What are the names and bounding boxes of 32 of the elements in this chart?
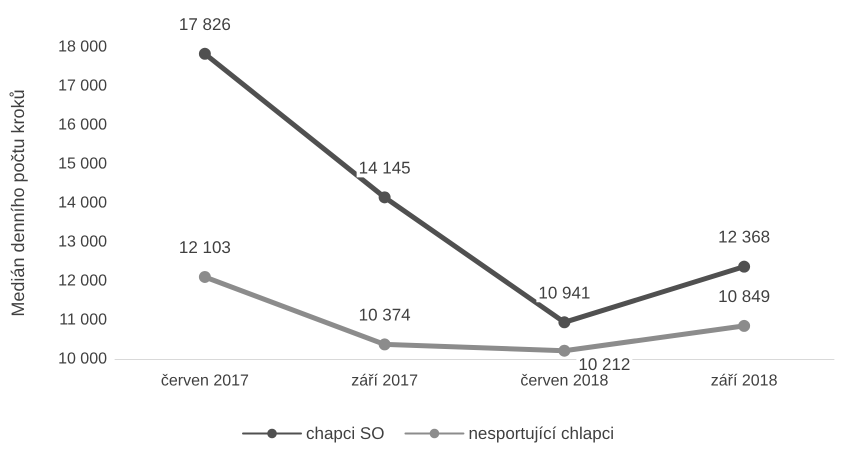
point xyxy=(198,270,211,283)
x-tick-label: červen 2017 xyxy=(160,372,250,390)
x-tick-label: září 2017 xyxy=(351,372,418,390)
data-label: 12 103 xyxy=(178,238,231,257)
y-axis-title: Medián denního počtu kroků xyxy=(8,89,28,317)
point xyxy=(198,48,211,60)
data-label: 17 826 xyxy=(178,14,231,34)
point xyxy=(378,191,391,204)
legend-label: nesportující chlapci xyxy=(468,424,614,443)
point xyxy=(558,316,570,328)
data-label: 10 849 xyxy=(718,286,770,306)
y-tick-label: 15 000 xyxy=(58,156,108,172)
y-tick-label: 14 000 xyxy=(58,194,108,212)
data-label: 14 145 xyxy=(358,158,411,178)
point xyxy=(378,338,391,350)
x-tick-label: září 2018 xyxy=(710,372,778,390)
data-label: 10 374 xyxy=(358,305,411,324)
y-tick-label: 10 000 xyxy=(58,350,108,368)
legend-label: chapci SO xyxy=(306,424,384,443)
data-label: 12 368 xyxy=(718,228,770,247)
point xyxy=(738,260,750,273)
data-label: 10 941 xyxy=(538,283,590,302)
y-tick-label: 18 000 xyxy=(58,38,108,56)
y-tick-label: 12 000 xyxy=(58,272,108,290)
data-label: 10 212 xyxy=(578,355,630,374)
y-tick-label: 17 000 xyxy=(58,78,108,94)
point xyxy=(558,344,570,357)
y-tick-label: 11 000 xyxy=(59,312,108,328)
point xyxy=(738,320,750,332)
y-tick-label: 16 000 xyxy=(58,116,108,134)
y-tick-label: 13 000 xyxy=(58,234,108,250)
x-tick-label: červen 2018 xyxy=(520,372,609,390)
